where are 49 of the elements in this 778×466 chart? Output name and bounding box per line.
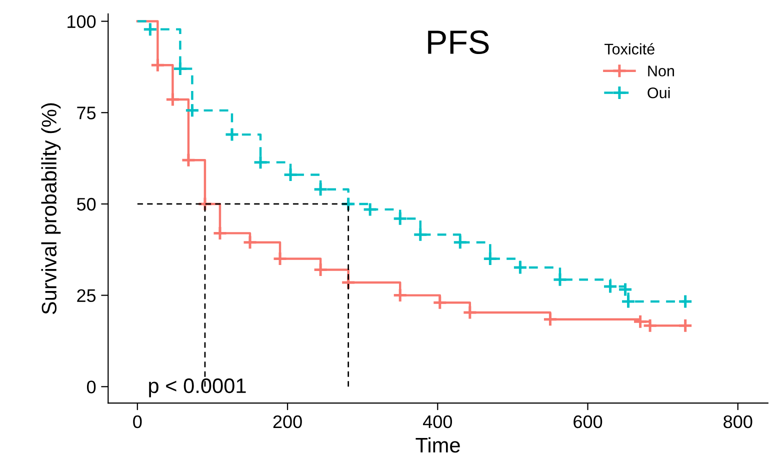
point (482, 251, 498, 266)
point (542, 312, 558, 327)
point (283, 167, 298, 182)
x-tick-label: 200 (273, 415, 302, 428)
point (253, 154, 268, 170)
y-tick-label: 75 (77, 106, 96, 120)
legend-label: Non (648, 66, 674, 76)
point (150, 58, 166, 73)
point (184, 102, 200, 118)
legend-title: Toxicité (604, 43, 654, 55)
point (224, 127, 240, 142)
point (452, 234, 468, 250)
y-tick-label: 0 (87, 380, 96, 394)
x-tick-label: 600 (574, 415, 602, 428)
point (272, 251, 288, 266)
point (392, 211, 408, 226)
point (462, 304, 478, 320)
point (142, 22, 158, 37)
point (642, 318, 658, 334)
point (512, 260, 528, 276)
y-tick-label: 100 (68, 15, 96, 28)
point (552, 272, 568, 288)
legend-label: Oui (648, 87, 670, 98)
annotation: p < 0.0001 (149, 378, 246, 398)
x-tick-label: 800 (724, 415, 752, 428)
point (313, 182, 328, 197)
point (392, 288, 408, 303)
y-axis-title: Survival probability (%) (41, 103, 61, 314)
point (362, 202, 378, 217)
point (602, 279, 618, 294)
point (172, 61, 188, 76)
y-tick-label: 50 (76, 198, 96, 211)
point (242, 234, 258, 250)
point (618, 282, 633, 297)
y-tick-label: 25 (77, 289, 96, 302)
x-tick-label: 400 (422, 415, 452, 428)
point (678, 294, 693, 310)
x-tick-label: 0 (133, 415, 142, 428)
point (678, 318, 693, 334)
point (212, 226, 228, 241)
x-axis-title: Time (416, 437, 460, 453)
point (313, 262, 328, 278)
point (412, 227, 428, 242)
point (165, 92, 180, 107)
point (180, 152, 196, 168)
chart-title: PFS (428, 30, 489, 54)
point (620, 294, 636, 310)
point (432, 295, 448, 310)
point (632, 314, 648, 330)
